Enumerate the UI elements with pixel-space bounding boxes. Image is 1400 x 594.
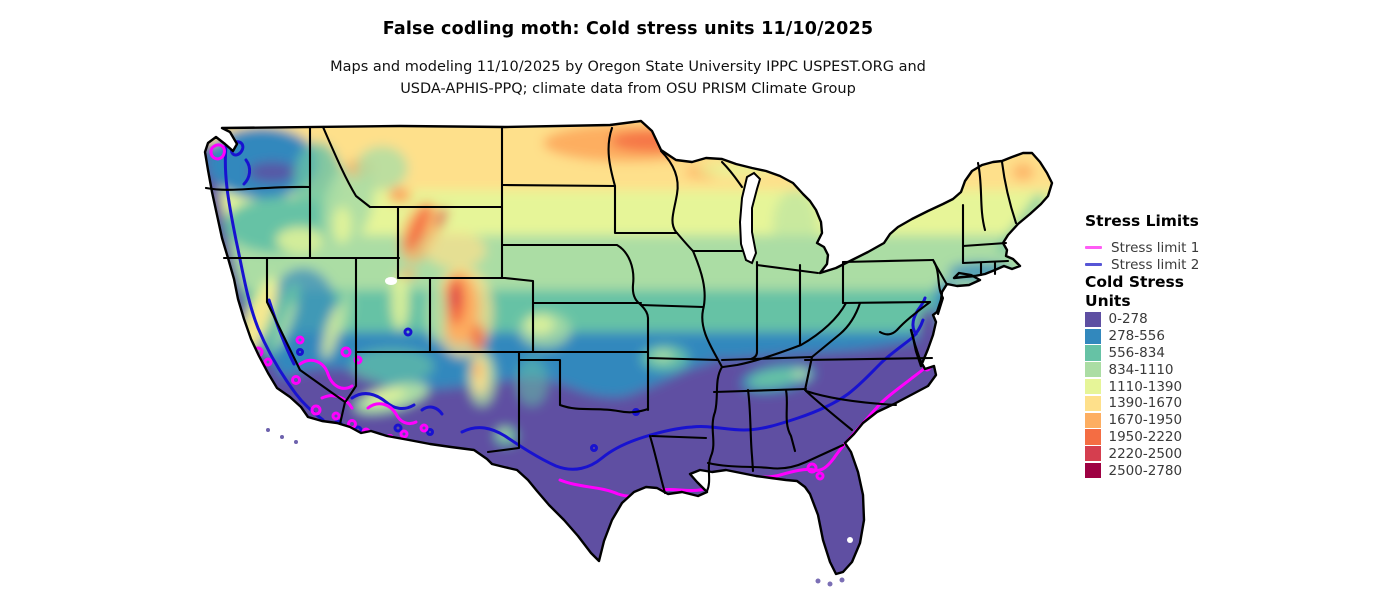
cold-stress-class-label: 1390-1670 [1108, 395, 1183, 412]
cold-stress-class-item: 556-834 [1085, 345, 1385, 362]
cold-stress-class-item: 1110-1390 [1085, 378, 1385, 395]
cold-stress-class-swatch [1085, 429, 1101, 445]
cold-stress-class-label: 1950-2220 [1108, 428, 1183, 445]
cold-stress-class-swatch [1085, 395, 1101, 411]
stress-limit-items: Stress limit 1 Stress limit 2 [1085, 239, 1385, 273]
stress-limit-item: Stress limit 1 [1085, 239, 1385, 256]
cold-stress-class-label: 1670-1950 [1108, 412, 1183, 429]
cold-stress-class-label: 556-834 [1108, 344, 1165, 361]
cold-stress-class-item: 0-278 [1085, 311, 1385, 328]
stress-limit-label: Stress limit 1 [1111, 239, 1200, 256]
stress-limit-item: Stress limit 2 [1085, 256, 1385, 273]
channel-islands-dots [266, 428, 298, 444]
cold-stress-class-swatch [1085, 412, 1101, 428]
stress-limit-line-swatch [1085, 246, 1102, 249]
cold-stress-class-swatch [1085, 378, 1101, 395]
state-borders [204, 125, 1018, 495]
stress-limit-label: Stress limit 2 [1111, 256, 1200, 273]
cold-stress-class-item: 1670-1950 [1085, 412, 1385, 429]
cold-stress-class-swatch [1085, 362, 1101, 378]
page-title: False codling moth: Cold stress units 11… [382, 19, 874, 39]
cold-stress-class-label: 2500-2780 [1108, 462, 1183, 479]
page-subtitle: Maps and modeling 11/10/2025 by Oregon S… [0, 56, 1256, 100]
cold-stress-class-item: 2220-2500 [1085, 445, 1385, 462]
cold-stress-class-label: 834-1110 [1108, 361, 1174, 378]
cold-stress-class-items: 0-278 278-556 556-834 834-1110 1110-1390 1390… [1085, 311, 1385, 479]
cold-stress-class-swatch [1085, 311, 1101, 327]
cold-stress-units-title: Cold Stress Units [1085, 273, 1385, 311]
stress-limit-line-swatch [1085, 263, 1102, 266]
us-outline [203, 119, 1054, 576]
cold-stress-class-label: 278-556 [1108, 328, 1165, 345]
florida-keys-dots [815, 577, 845, 587]
cold-stress-title-line-1: Cold Stress [1085, 273, 1185, 291]
lake-michigan [738, 171, 762, 265]
cold-stress-class-item: 1390-1670 [1085, 395, 1385, 412]
us-cold-stress-map [203, 119, 1054, 587]
great-salt-lake [385, 277, 397, 285]
cold-stress-class-item: 278-556 [1085, 328, 1385, 345]
cold-stress-class-label: 1110-1390 [1108, 378, 1183, 395]
lake-okeechobee [847, 537, 853, 543]
cold-stress-class-label: 0-278 [1108, 311, 1148, 328]
cold-stress-title-line-2: Units [1085, 292, 1131, 310]
legend: Stress Limits Stress limit 1 Stress limit… [1085, 212, 1385, 479]
stress-limits-title: Stress Limits [1085, 212, 1199, 230]
cold-stress-class-item: 834-1110 [1085, 361, 1385, 378]
cold-stress-class-swatch [1085, 462, 1101, 479]
cold-stress-class-swatch [1085, 446, 1101, 462]
cold-stress-class-item: 2500-2780 [1085, 462, 1385, 479]
cold-stress-class-label: 2220-2500 [1108, 445, 1183, 462]
cold-stress-class-swatch [1085, 328, 1101, 344]
cold-stress-class-item: 1950-2220 [1085, 429, 1385, 446]
subtitle-line-1: Maps and modeling 11/10/2025 by Oregon S… [330, 59, 926, 75]
subtitle-line-2: USDA-APHIS-PPQ; climate data from OSU PR… [400, 81, 856, 97]
map-panel [185, 110, 1075, 594]
cold-stress-class-swatch [1085, 345, 1101, 361]
